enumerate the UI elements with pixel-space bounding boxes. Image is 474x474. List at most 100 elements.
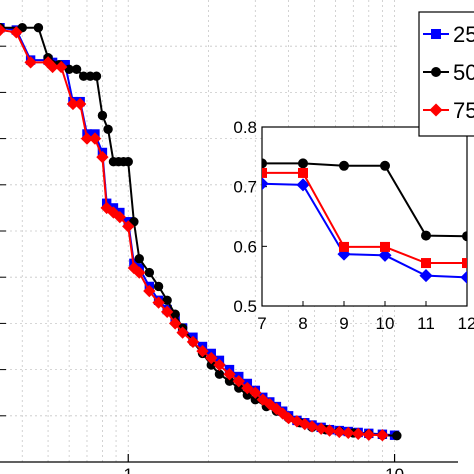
main-data-point: [152, 296, 165, 309]
inset-y-tick-label: 0.6: [233, 237, 257, 256]
main-data-point: [88, 132, 102, 145]
legend-entry: 25: [423, 22, 474, 47]
main-data-point: [91, 71, 102, 81]
inset-data-point: [378, 248, 392, 262]
inset-x-tick-label: 12: [458, 314, 474, 333]
inset-data-point: [421, 230, 431, 241]
main-data-point: [144, 267, 155, 278]
main-data-point: [305, 420, 319, 433]
legend-marker-icon: [431, 29, 441, 39]
main-data-point: [97, 110, 108, 121]
main-data-point: [123, 157, 133, 167]
legend-label: 75: [453, 98, 474, 123]
main-data-point: [213, 358, 226, 372]
main-data-point: [10, 26, 23, 39]
main-data-point: [323, 424, 336, 437]
main-data-point: [113, 210, 127, 224]
main-data-point: [256, 393, 269, 406]
legend-label: 25: [453, 22, 474, 47]
main-data-point: [24, 56, 37, 69]
inset-y-tick-label: 0.5: [233, 297, 257, 316]
inset-data-point: [380, 241, 390, 252]
legend-label: 50: [453, 60, 474, 85]
inset-data-point: [262, 158, 267, 169]
main-data-point: [249, 386, 262, 399]
main-axes: 1 10: [0, 45, 458, 474]
inset-y-tick-label: 0.8: [233, 118, 257, 137]
inset-series-1: [262, 158, 467, 242]
main-data-point: [153, 281, 164, 292]
x-tick-label: 1: [124, 465, 133, 474]
main-data-point: [333, 425, 346, 439]
inset-data-point: [262, 167, 267, 178]
main-data-point: [214, 369, 225, 379]
main-data-point: [74, 97, 87, 111]
main-data-point: [134, 254, 144, 264]
inset-data-point: [419, 269, 433, 283]
main-data-point: [133, 266, 146, 279]
inset-chart: 7 8 9 10 11 12 0.5 0.6 0.7 0.8: [233, 118, 474, 333]
main-data-point: [205, 351, 218, 365]
inset-data-point: [460, 270, 467, 284]
inset-data-point: [298, 158, 308, 169]
main-data-point: [342, 426, 355, 440]
main-data-point: [0, 23, 7, 37]
main-data-point: [162, 295, 172, 305]
inset-x-tick-label: 10: [376, 314, 395, 333]
inset-data-point: [296, 178, 310, 192]
legend: 25 50 75: [418, 11, 474, 137]
main-data-point: [223, 368, 236, 381]
main-data-point: [232, 374, 245, 388]
inset-series-0: [262, 177, 467, 284]
main-data-point: [176, 326, 189, 339]
inset-y-tick-label: 0.7: [233, 178, 257, 197]
inset-data-point: [380, 160, 390, 171]
inset-series-line: [262, 182, 467, 279]
inset-data-point: [262, 177, 269, 191]
x-tick-label: 10: [385, 465, 404, 474]
main-data-point: [122, 220, 135, 233]
legend-marker-icon: [429, 103, 443, 117]
inset-x-tick-label: 9: [339, 314, 348, 333]
main-data-point: [352, 427, 365, 440]
main-data-point: [376, 429, 389, 442]
main-data-point: [46, 60, 59, 74]
inset-data-point: [339, 241, 349, 252]
inset-data-point: [298, 167, 308, 178]
main-data-point: [100, 201, 113, 215]
main-data-point: [143, 284, 156, 298]
inset-data-point: [462, 258, 467, 269]
main-data-point: [392, 430, 402, 441]
main-data-point: [103, 124, 113, 135]
inset-x-tick-label: 7: [257, 314, 266, 333]
main-data-point: [17, 23, 27, 33]
inset-data-point: [421, 258, 431, 269]
inset-series-layer: [262, 158, 467, 284]
inset-data-point: [339, 160, 349, 171]
main-data-point: [96, 150, 109, 164]
main-data-point: [168, 317, 182, 330]
main-data-point: [33, 23, 44, 33]
inset-x-tick-label: 11: [417, 314, 435, 333]
inset-data-point: [462, 231, 467, 242]
main-data-point: [186, 335, 200, 349]
legend-box: [418, 11, 474, 137]
legend-entry: 50: [423, 60, 474, 85]
inset-series-line: [262, 162, 467, 238]
main-series-2: [0, 23, 389, 442]
main-data-point: [71, 64, 82, 75]
main-data-point: [362, 428, 375, 441]
inset-series-2: [262, 167, 467, 269]
inset-frame: [261, 126, 468, 307]
main-series-layer: [0, 23, 402, 442]
main-data-point: [241, 381, 254, 395]
legend-marker-icon: [431, 67, 441, 77]
inset-x-tick-label: 8: [298, 314, 307, 333]
main-data-point: [55, 60, 68, 74]
main-data-point: [160, 305, 174, 319]
main-data-point: [196, 344, 209, 358]
main-data-point: [314, 422, 328, 435]
legend-entry: 75: [423, 98, 474, 123]
inset-series-line: [262, 171, 467, 264]
